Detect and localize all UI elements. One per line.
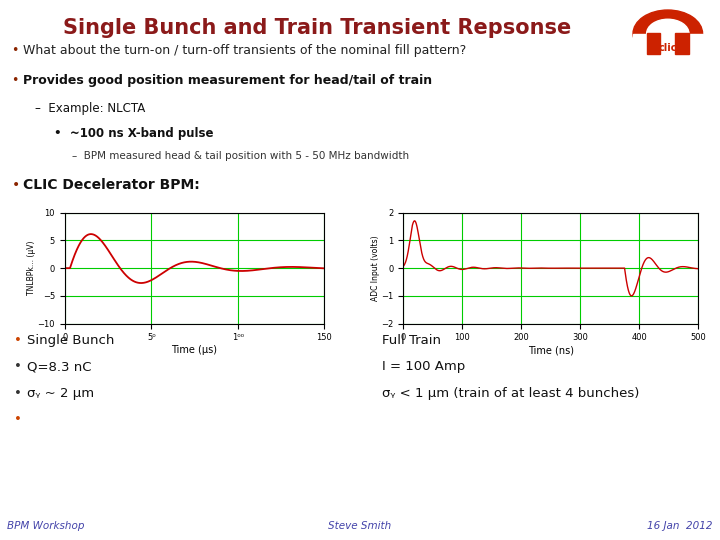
Text: Provides good position measurement for head/tail of train: Provides good position measurement for h… [23,74,432,87]
Text: •: • [12,178,19,192]
Circle shape [633,10,703,57]
Text: σᵧ < 1 μm (train of at least 4 bunches): σᵧ < 1 μm (train of at least 4 bunches) [382,387,639,400]
X-axis label: Time (ns): Time (ns) [528,345,574,355]
Y-axis label: ADC Input (volts): ADC Input (volts) [371,235,380,301]
Bar [675,32,689,54]
Text: I = 100 Amp: I = 100 Amp [382,360,465,374]
Text: σᵧ ~ 2 μm: σᵧ ~ 2 μm [27,387,94,400]
Text: •: • [12,44,19,57]
Text: 16 Jan  2012: 16 Jan 2012 [647,521,713,531]
Bar [633,33,703,57]
Text: Steve Smith: Steve Smith [328,521,392,531]
Circle shape [647,19,689,48]
Text: •: • [14,387,22,400]
Text: •: • [14,334,22,347]
Text: –  Example: NLCTA: – Example: NLCTA [35,102,145,114]
Text: •: • [14,360,22,374]
Text: clic: clic [659,43,677,52]
Text: •: • [12,74,19,87]
Text: Single Bunch: Single Bunch [27,334,114,347]
Text: CLIC Decelerator BPM:: CLIC Decelerator BPM: [23,178,199,192]
Text: •  ~100 ns X-band pulse: • ~100 ns X-band pulse [54,127,214,140]
Text: Single Bunch and Train Transient Repsonse: Single Bunch and Train Transient Repsons… [63,18,571,38]
Text: –  BPM measured head & tail position with 5 - 50 MHz bandwidth: – BPM measured head & tail position with… [72,151,409,161]
Text: •: • [14,413,22,426]
Text: Full Train: Full Train [382,334,441,347]
Text: Q=8.3 nC: Q=8.3 nC [27,360,92,374]
X-axis label: Time (µs): Time (µs) [171,345,217,355]
Text: What about the turn-on / turn-off transients of the nominal fill pattern?: What about the turn-on / turn-off transi… [23,44,467,57]
Bar [647,32,660,54]
Text: BPM Workshop: BPM Workshop [7,521,85,531]
Y-axis label: TNLBPk... (µV): TNLBPk... (µV) [27,241,36,295]
